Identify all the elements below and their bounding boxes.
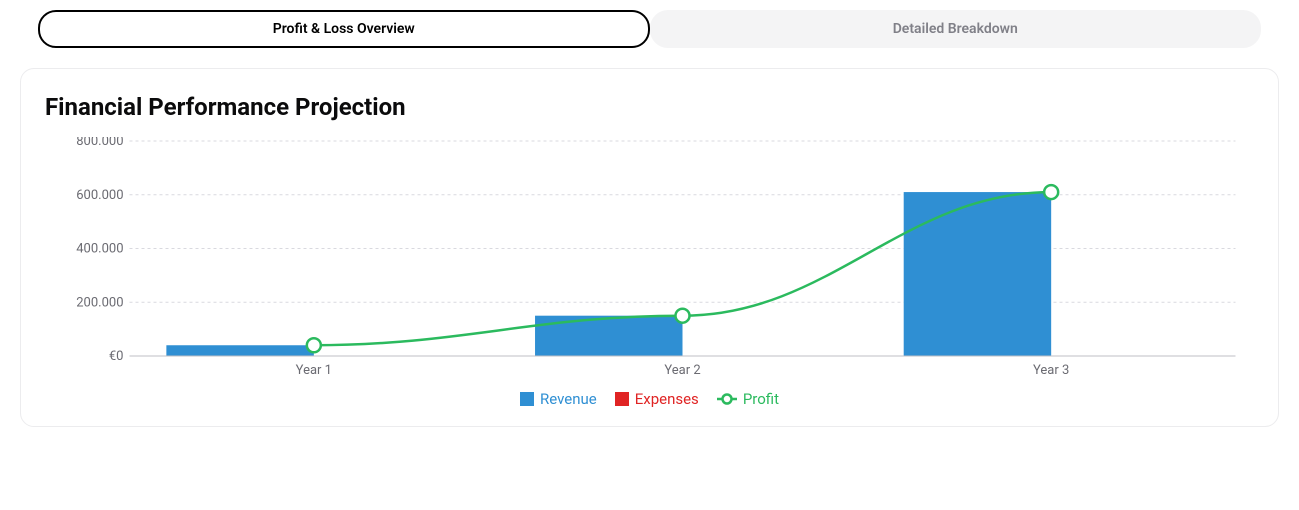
svg-text:Year 3: Year 3: [1033, 363, 1069, 378]
tabs-container: Profit & Loss Overview Detailed Breakdow…: [38, 10, 1261, 48]
legend-item-expenses[interactable]: Expenses: [615, 390, 699, 408]
legend-swatch-profit: [717, 392, 737, 406]
card-title: Financial Performance Projection: [45, 93, 1254, 121]
legend-item-profit[interactable]: Profit: [717, 390, 779, 408]
legend-label: Profit: [743, 390, 779, 408]
bar-revenue-0: [166, 345, 313, 356]
legend-swatch-expenses: [615, 392, 629, 406]
legend-label: Expenses: [635, 390, 699, 408]
marker-profit-0: [307, 338, 321, 352]
svg-text:600.000: 600.000: [76, 188, 123, 203]
tab-overview[interactable]: Profit & Loss Overview: [38, 10, 650, 48]
financial-chart: €0 200.000 400.000 600.000 800.000 Year 1 Year…: [45, 137, 1254, 382]
marker-profit-2: [1044, 185, 1058, 199]
svg-text:800.000: 800.000: [76, 137, 123, 149]
marker-profit-1: [676, 309, 690, 323]
svg-text:Year 2: Year 2: [664, 363, 700, 378]
tab-detailed[interactable]: Detailed Breakdown: [650, 10, 1262, 48]
chart-area: €0 200.000 400.000 600.000 800.000 Year 1 Year…: [45, 137, 1254, 382]
svg-text:Year 1: Year 1: [296, 363, 332, 378]
tab-label: Detailed Breakdown: [893, 21, 1018, 37]
legend: Revenue Expenses Profit: [45, 390, 1254, 408]
tab-label: Profit & Loss Overview: [273, 21, 415, 37]
bar-revenue-2: [904, 192, 1051, 356]
svg-text:200.000: 200.000: [76, 295, 123, 310]
legend-swatch-revenue: [520, 392, 534, 406]
svg-text:400.000: 400.000: [76, 242, 123, 257]
legend-label: Revenue: [540, 390, 597, 408]
chart-card: Financial Performance Projection €0 200.0…: [20, 68, 1279, 427]
svg-text:€0: €0: [109, 349, 124, 364]
bar-revenue-1: [535, 316, 682, 356]
legend-item-revenue[interactable]: Revenue: [520, 390, 597, 408]
